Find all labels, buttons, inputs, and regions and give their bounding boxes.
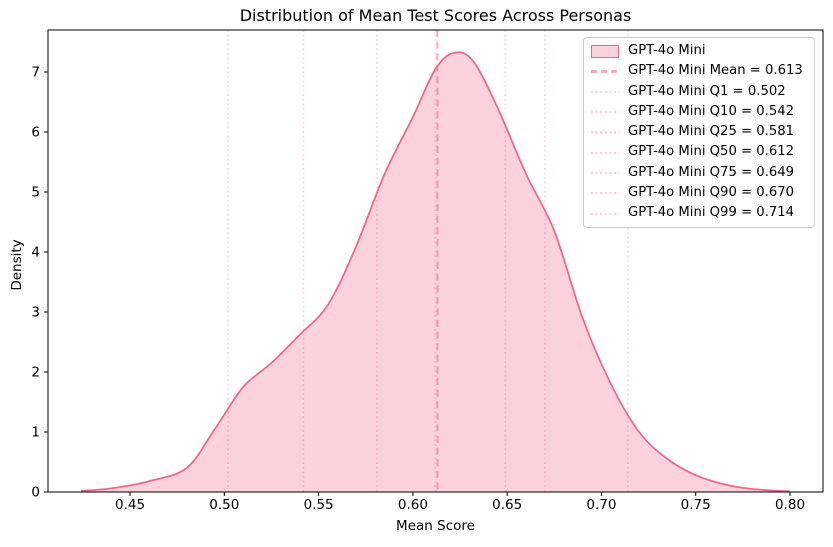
legend-item: GPT-4o Mini Q90 = 0.670 <box>591 186 807 201</box>
legend-item: GPT-4o Mini Mean = 0.613 <box>591 64 807 79</box>
axes-spines <box>47 29 824 493</box>
legend-dotted-line-swatch <box>591 90 619 93</box>
legend-label: GPT-4o Mini Mean = 0.613 <box>628 63 803 79</box>
legend-item: GPT-4o Mini Q25 = 0.581 <box>591 125 807 140</box>
legend-patch-swatch <box>591 44 619 58</box>
y-tick-label: 6 <box>31 125 40 141</box>
legend-item: GPT-4o Mini Q10 = 0.542 <box>591 103 807 120</box>
legend-item: GPT-4o Mini Q99 = 0.714 <box>591 206 807 221</box>
legend-label: GPT-4o Mini <box>628 43 706 58</box>
x-tick-label: 0.55 <box>304 497 334 513</box>
x-tick-label: 0.60 <box>398 497 428 513</box>
legend: GPT-4o Mini GPT-4o Mini Mean = 0.613 GPT-4… <box>583 37 815 228</box>
density-curve <box>80 51 791 493</box>
x-tick-label: 0.50 <box>209 497 239 513</box>
y-tick-label: 1 <box>31 425 40 441</box>
legend-item: GPT-4o Mini Q75 = 0.649 <box>591 164 807 181</box>
y-tick-label: 5 <box>31 185 40 201</box>
density-fill <box>81 52 790 492</box>
x-tick-label: 0.65 <box>492 497 522 513</box>
y-tick-label: 4 <box>31 245 40 261</box>
y-axis-label: Density <box>9 239 25 291</box>
legend-dotted-line-swatch <box>591 192 619 195</box>
legend-dotted-line-swatch <box>591 151 619 154</box>
legend-label: GPT-4o Mini Q25 = 0.581 <box>628 124 795 140</box>
y-tick-label: 2 <box>31 365 40 381</box>
x-tick-label: 0.45 <box>115 497 145 513</box>
chart-title: Distribution of Mean Test Scores Across … <box>239 6 632 25</box>
legend-dashed-line-swatch <box>591 70 619 73</box>
legend-label: GPT-4o Mini Q1 = 0.502 <box>628 83 786 99</box>
x-tick-label: 0.80 <box>775 497 805 513</box>
x-tick-label: 0.75 <box>681 497 711 513</box>
legend-dotted-line-swatch <box>591 212 619 215</box>
x-tick-label: 0.70 <box>586 497 616 513</box>
legend-label: GPT-4o Mini Q90 = 0.670 <box>628 185 795 201</box>
legend-item: GPT-4o Mini Q1 = 0.502 <box>591 83 807 100</box>
y-tick-label: 0 <box>31 485 40 501</box>
y-tick-label: 3 <box>31 305 40 321</box>
legend-dotted-line-swatch <box>591 131 619 134</box>
legend-item: GPT-4o Mini <box>591 43 807 59</box>
legend-label: GPT-4o Mini Q75 = 0.649 <box>628 164 795 180</box>
legend-dotted-line-swatch <box>591 111 619 114</box>
legend-dotted-line-swatch <box>591 171 619 175</box>
y-tick-label: 7 <box>31 65 40 81</box>
legend-label: GPT-4o Mini Q10 = 0.542 <box>628 103 795 119</box>
x-axis-label: Mean Score <box>396 518 475 534</box>
legend-item: GPT-4o Mini Q50 = 0.612 <box>591 145 807 160</box>
legend-label: GPT-4o Mini Q99 = 0.714 <box>628 205 795 221</box>
legend-label: GPT-4o Mini Q50 = 0.612 <box>628 144 795 160</box>
